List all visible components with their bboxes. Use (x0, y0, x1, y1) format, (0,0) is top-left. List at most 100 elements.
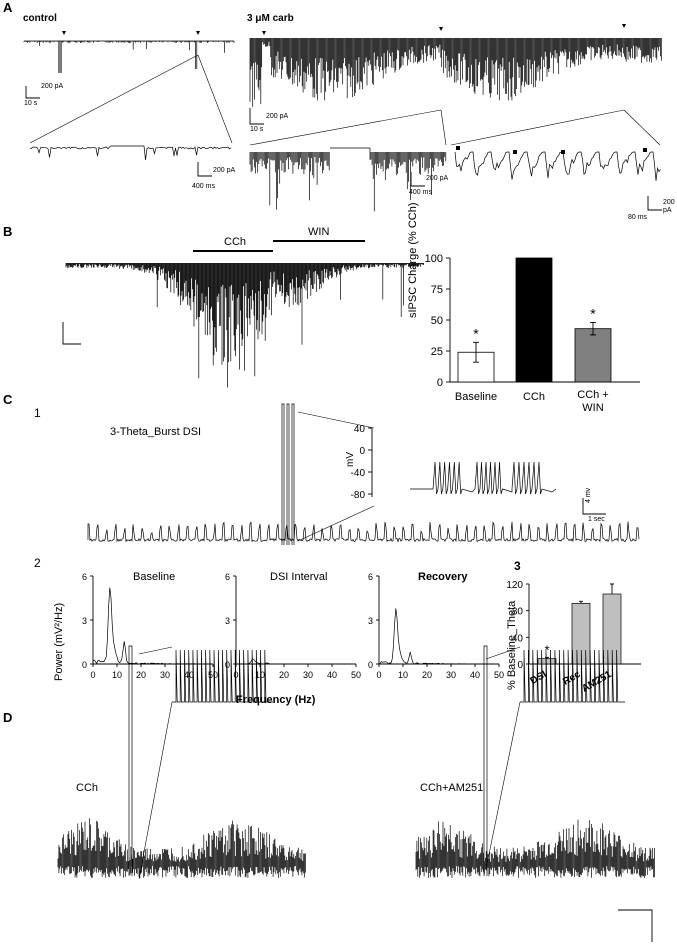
carb-scale-x: 10 s (250, 126, 264, 133)
c1-scale-x: 1 sec (588, 516, 605, 523)
control-scale-bar (25, 86, 40, 99)
inset-tick-label: -40 (351, 468, 366, 479)
carb-zoom-scale-bar (410, 172, 425, 187)
c3-ylabel: % Baseline_Theta (506, 600, 518, 690)
event-marker (561, 150, 565, 154)
marker-triangle-icon (262, 31, 266, 35)
panel-b-bar-chart: 0 25 50 75 100 * * Baseline CCh CCh +WIN (425, 253, 640, 414)
marker-triangle-icon (62, 31, 66, 35)
c3-y-tick-label: 40 (512, 633, 524, 644)
panel-letter-b: B (3, 224, 13, 239)
power-title-dsi: DSI Interval (270, 571, 328, 583)
c1-trace-title: 3-Theta_Burst DSI (110, 426, 202, 438)
ctrl-zoom-scale-y: 200 pA (213, 167, 236, 174)
d-left-zoom-lines (138, 646, 173, 880)
ctrl-scale-y: 200 pA (41, 83, 64, 90)
control-zoom-trace (29, 145, 232, 161)
c3-significance-star: * (544, 642, 549, 657)
c3-bar-0 (537, 658, 557, 665)
recovery-x-tick-label: 40 (470, 670, 480, 680)
dsi-x-tick-label: 20 (279, 670, 289, 680)
inset-tick-label: -80 (351, 490, 366, 501)
carb-trace (249, 24, 662, 107)
c-sub-1: 1 (34, 406, 41, 420)
c3-error-bar (610, 583, 614, 594)
c-sub-2: 2 (34, 556, 41, 570)
d-right-zoom-lines (485, 646, 521, 870)
baseline-x-tick-label: 20 (136, 670, 146, 680)
panel-letter-d: D (3, 710, 13, 725)
control-zoom-scale-bar (197, 162, 212, 177)
carb-zoom-scale-y: 200 pA (426, 175, 449, 182)
x-tick-label: CCh (523, 391, 545, 403)
dsi-x-tick-label: 30 (303, 670, 313, 680)
control-zoom-lines (29, 54, 233, 144)
baseline-y-tick-label: 3 (82, 616, 87, 626)
y-tick-label: 100 (425, 253, 443, 265)
baseline-x-tick-label: 10 (112, 670, 122, 680)
c3-y-tick-label: 0 (517, 660, 523, 671)
panel-d-left-trace (57, 645, 306, 878)
carb-zoom-scale-x: 400 ms (409, 189, 432, 196)
b-chart-ylabel: sIPSC Charge (% CCh) (407, 202, 419, 318)
ctrl-zoom-scale-x: 400 ms (192, 183, 215, 190)
bar-1 (515, 257, 553, 383)
inset-burst-trace (410, 461, 557, 495)
x-tick-label: CCh + (577, 389, 609, 401)
panel-b-trace (65, 263, 424, 388)
dsi-y-tick-label: 6 (225, 572, 230, 582)
y-tick-label: 25 (431, 346, 443, 358)
fine-scale-y: 200 pA (663, 199, 675, 214)
panel-d-scale-bar (618, 909, 653, 942)
d-right-inset (520, 649, 625, 703)
baseline-x-tick-label: 30 (160, 670, 170, 680)
c1-scale-y: 4 mv (585, 487, 592, 503)
d-right-label: CCh+AM251 (420, 782, 484, 794)
recovery-y-tick-label: 6 (368, 572, 373, 582)
power-xlabel: Frequency (Hz) (236, 694, 316, 706)
power-title-recovery: Recovery (418, 571, 468, 583)
marker-triangle-icon (196, 31, 200, 35)
fine-zoom-scale-bar (647, 196, 662, 211)
inset-tick-label: 40 (354, 424, 366, 435)
fine-zoom-trace (454, 151, 661, 181)
baseline-y-tick-label: 0 (82, 660, 87, 670)
power-title-baseline: Baseline (133, 571, 176, 583)
baseline-spectrum (92, 587, 214, 665)
dsi-spectrum (235, 658, 356, 665)
x-tick-label: WIN (582, 402, 603, 414)
d-left-inset (172, 649, 273, 703)
power-ylabel: Power (mV²/Hz) (53, 602, 65, 681)
panel-letter-a: A (3, 0, 13, 15)
significance-star: * (590, 305, 596, 321)
panel-c1-trace (87, 403, 640, 545)
y-tick-label: 75 (431, 284, 443, 296)
c1-zoom-lines (297, 411, 375, 542)
recovery-x-tick-label: 10 (398, 670, 408, 680)
cch-bar-label: CCh (224, 236, 247, 248)
c-sub-3: 3 (514, 559, 521, 573)
y-tick-label: 0 (437, 377, 443, 389)
recovery-y-tick-label: 3 (368, 616, 373, 626)
dsi-y-tick-label: 0 (225, 660, 230, 670)
recovery-x-tick-label: 50 (494, 670, 504, 680)
c1-inset-plot: 40 0 -40 -80 (351, 424, 557, 501)
carb-zoom-trace (249, 147, 447, 212)
error-bar (590, 322, 596, 336)
inset-tick-label: 0 (359, 446, 365, 457)
bar-2 (574, 328, 612, 383)
event-marker (513, 150, 517, 154)
event-marker (643, 148, 647, 152)
baseline-x-tick-label: 0 (90, 670, 95, 680)
carb-label: 3 μM carb (247, 13, 294, 24)
c3-y-tick-label: 120 (506, 580, 523, 591)
recovery-x-tick-label: 0 (376, 670, 381, 680)
ctrl-scale-x: 10 s (24, 100, 38, 107)
inset-ylabel: mV (345, 452, 356, 467)
marker-triangle-icon (622, 24, 626, 28)
x-tick-label: Baseline (455, 391, 497, 403)
carb-scale-y: 200 pA (266, 113, 289, 120)
dsi-x-tick-label: 10 (255, 670, 265, 680)
